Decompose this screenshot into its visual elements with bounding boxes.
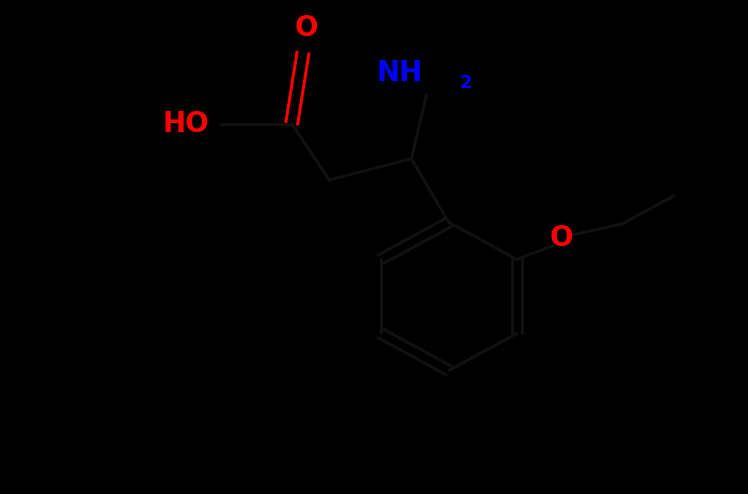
Text: O: O bbox=[295, 14, 319, 42]
Text: 2: 2 bbox=[460, 74, 473, 92]
Text: HO: HO bbox=[163, 110, 209, 137]
Text: O: O bbox=[550, 224, 574, 252]
Text: NH: NH bbox=[376, 59, 423, 87]
